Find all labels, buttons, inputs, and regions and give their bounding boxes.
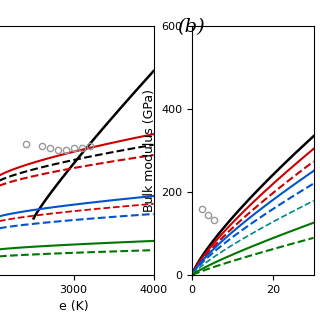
Y-axis label: Bulk modulus (GPa): Bulk modulus (GPa) [143, 89, 156, 212]
Text: (b): (b) [178, 18, 205, 36]
X-axis label: e (K): e (K) [59, 300, 88, 314]
